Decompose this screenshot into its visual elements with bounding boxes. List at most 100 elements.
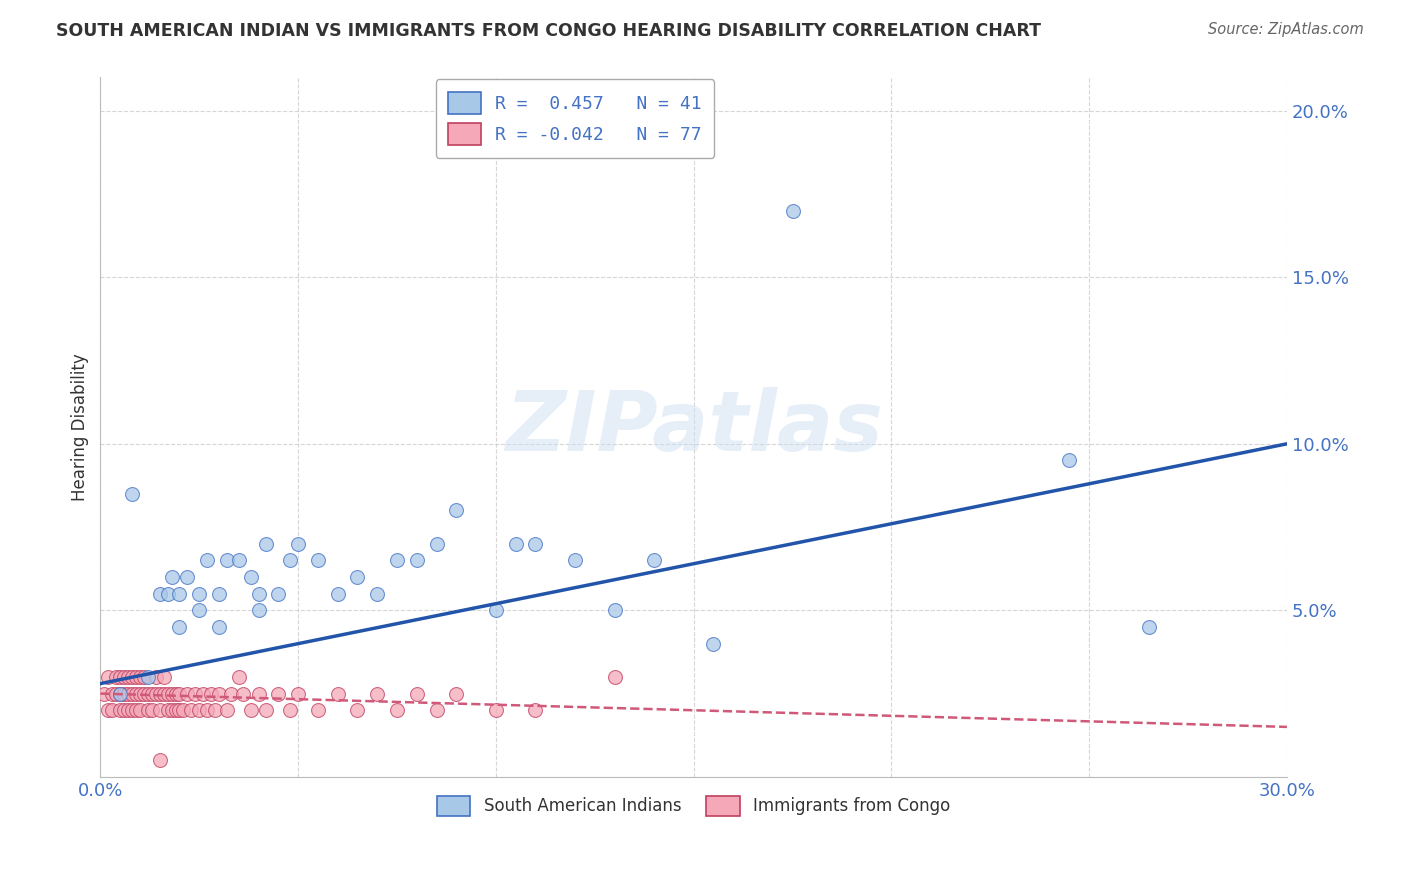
Point [239, 570, 262, 584]
Point [603, 670, 626, 684]
Point [125, 670, 148, 684]
Point [132, 687, 155, 701]
Point [446, 503, 468, 517]
Point [446, 687, 468, 701]
Point [145, 670, 167, 684]
Point [287, 687, 309, 701]
Point [603, 603, 626, 617]
Point [267, 587, 290, 601]
Point [112, 670, 135, 684]
Point [208, 620, 231, 634]
Point [129, 670, 152, 684]
Point [136, 670, 159, 684]
Point [165, 687, 187, 701]
Point [405, 687, 427, 701]
Point [156, 687, 179, 701]
Point [132, 670, 155, 684]
Point [169, 587, 191, 601]
Point [108, 703, 131, 717]
Point [215, 703, 238, 717]
Point [152, 687, 174, 701]
Point [108, 687, 131, 701]
Point [152, 670, 174, 684]
Point [208, 687, 231, 701]
Point [105, 670, 128, 684]
Point [425, 703, 447, 717]
Point [256, 703, 278, 717]
Point [125, 703, 148, 717]
Point [702, 637, 724, 651]
Point [108, 687, 131, 701]
Point [97, 670, 120, 684]
Point [346, 703, 368, 717]
Point [188, 587, 211, 601]
Point [247, 603, 270, 617]
Point [156, 703, 179, 717]
Point [165, 703, 187, 717]
Point [117, 687, 139, 701]
Point [287, 537, 309, 551]
Point [121, 487, 143, 501]
Point [278, 703, 301, 717]
Point [326, 587, 349, 601]
Point [1137, 620, 1160, 634]
Point [782, 203, 804, 218]
Point [204, 703, 226, 717]
Point [93, 687, 115, 701]
Point [524, 537, 547, 551]
Point [184, 687, 207, 701]
Point [141, 687, 163, 701]
Point [105, 687, 128, 701]
Point [129, 687, 152, 701]
Point [149, 703, 172, 717]
Point [267, 687, 290, 701]
Point [247, 587, 270, 601]
Legend: South American Indians, Immigrants from Congo: South American Indians, Immigrants from … [429, 788, 959, 824]
Point [366, 587, 388, 601]
Point [215, 553, 238, 567]
Point [176, 570, 198, 584]
Point [307, 553, 329, 567]
Point [1059, 453, 1081, 467]
Point [405, 553, 427, 567]
Point [385, 553, 408, 567]
Point [425, 537, 447, 551]
Point [145, 687, 167, 701]
Point [172, 703, 194, 717]
Point [307, 703, 329, 717]
Point [195, 553, 218, 567]
Text: ZIPatlas: ZIPatlas [505, 386, 883, 467]
Point [149, 753, 172, 767]
Point [117, 670, 139, 684]
Point [97, 703, 120, 717]
Point [524, 703, 547, 717]
Point [169, 703, 191, 717]
Point [169, 687, 191, 701]
Point [117, 703, 139, 717]
Point [169, 620, 191, 634]
Point [326, 687, 349, 701]
Point [485, 703, 508, 717]
Point [112, 703, 135, 717]
Point [485, 603, 508, 617]
Point [228, 553, 250, 567]
Point [188, 603, 211, 617]
Text: SOUTH AMERICAN INDIAN VS IMMIGRANTS FROM CONGO HEARING DISABILITY CORRELATION CH: SOUTH AMERICAN INDIAN VS IMMIGRANTS FROM… [56, 22, 1042, 40]
Point [247, 687, 270, 701]
Point [129, 703, 152, 717]
Point [112, 687, 135, 701]
Point [366, 687, 388, 701]
Point [156, 587, 179, 601]
Point [121, 687, 143, 701]
Point [101, 703, 124, 717]
Point [176, 687, 198, 701]
Point [505, 537, 527, 551]
Point [125, 687, 148, 701]
Point [160, 703, 183, 717]
Y-axis label: Hearing Disability: Hearing Disability [72, 353, 89, 501]
Point [228, 670, 250, 684]
Text: Source: ZipAtlas.com: Source: ZipAtlas.com [1208, 22, 1364, 37]
Point [180, 703, 202, 717]
Point [160, 687, 183, 701]
Point [219, 687, 242, 701]
